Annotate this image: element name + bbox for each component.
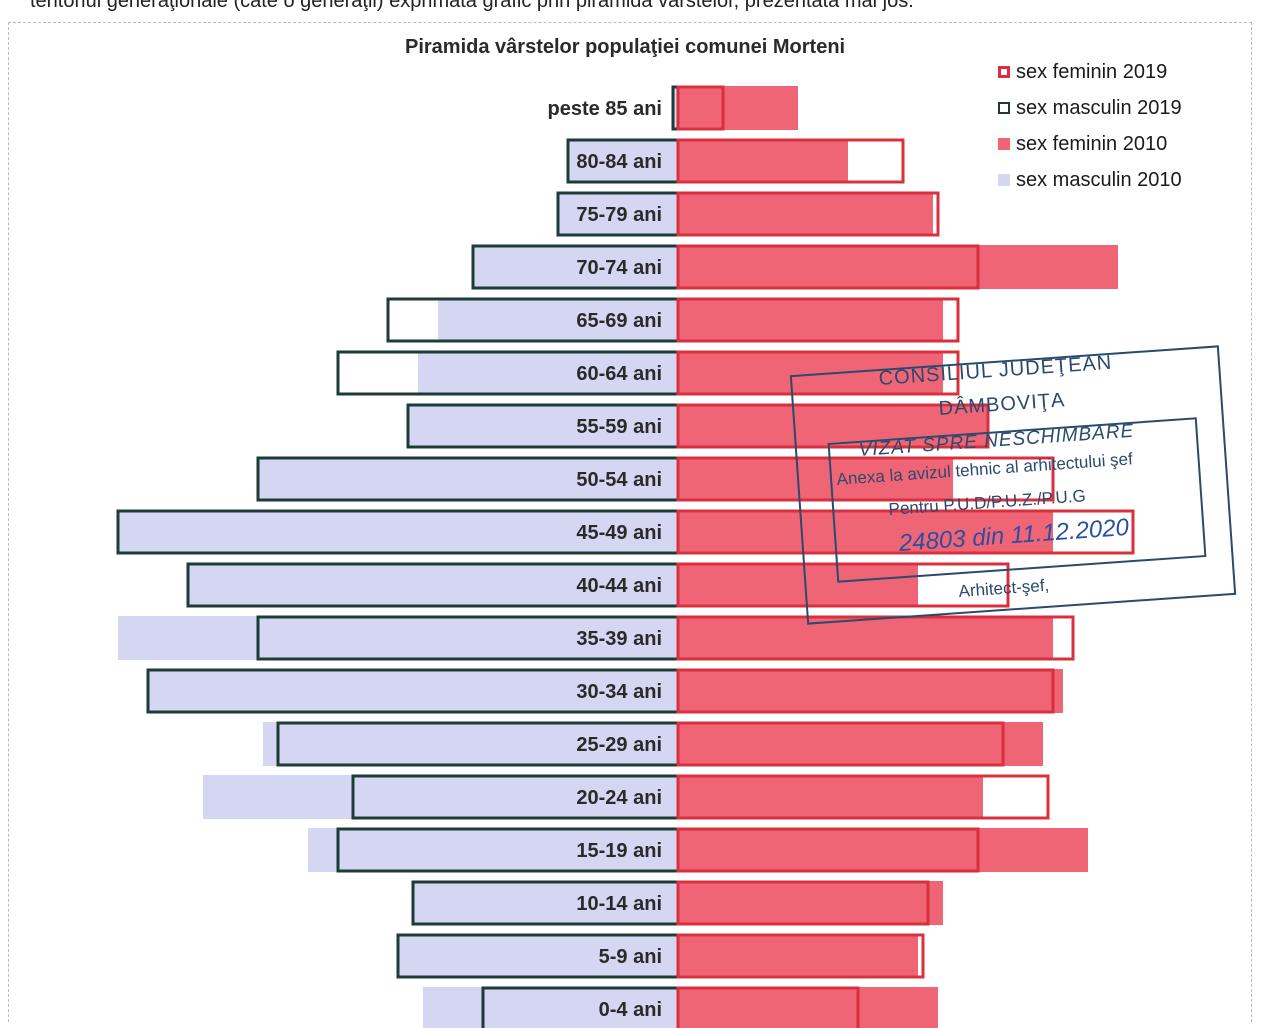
bar-female-2010 [678, 669, 1063, 713]
bar-female-2019 [676, 85, 725, 131]
bar-female-2019 [676, 562, 1010, 608]
bar-male-2010 [148, 669, 678, 713]
bar-male-2010 [118, 510, 678, 554]
bar-female-2010 [678, 616, 1053, 660]
age-group-label: 15-19 ani [576, 840, 662, 862]
legend-swatch-female-2010 [998, 138, 1010, 150]
bar-female-2010 [678, 139, 848, 183]
bar-female-2010 [678, 457, 953, 501]
bar-female-2010 [678, 563, 918, 607]
bar-female-2010 [678, 298, 943, 342]
bar-male-2010 [418, 351, 678, 395]
bar-male-2010 [118, 616, 678, 660]
legend-swatch-male-2019 [998, 102, 1010, 114]
bar-male-2010 [188, 563, 678, 607]
bar-male-2010 [408, 404, 678, 448]
legend-label-female-2019: sex feminin 2019 [1016, 60, 1168, 83]
bar-male-2010 [258, 457, 678, 501]
age-group-label: 40-44 ani [576, 575, 662, 597]
age-group-label: 50-54 ani [576, 469, 662, 491]
legend-item-male-2019: sex masculin 2019 [998, 90, 1182, 126]
legend-swatch-male-2010 [998, 174, 1010, 186]
bar-male-2010 [423, 987, 678, 1028]
bar-female-2019 [676, 827, 980, 873]
age-group-label: 5-9 ani [599, 946, 662, 968]
bar-female-2010 [678, 775, 983, 819]
bar-female-2010 [678, 245, 1118, 289]
bar-female-2010 [678, 722, 1043, 766]
bar-female-2019 [676, 880, 930, 926]
bar-male-2010 [203, 775, 678, 819]
bar-male-2010 [438, 298, 678, 342]
legend-item-male-2010: sex masculin 2010 [998, 162, 1182, 198]
bar-male-2010 [308, 828, 678, 872]
bar-female-2019 [676, 509, 1135, 555]
bar-female-2010 [678, 987, 938, 1028]
legend-label-female-2010: sex feminin 2010 [1016, 132, 1168, 155]
bar-female-2010 [678, 86, 798, 130]
bar-female-2010 [678, 934, 918, 978]
chart-title: Piramida vârstelor populaţiei comunei Mo… [405, 36, 846, 58]
bar-male-2010 [263, 722, 678, 766]
bar-female-2019 [676, 244, 980, 290]
bar-female-2019 [676, 774, 1050, 820]
age-group-label: 20-24 ani [576, 787, 662, 809]
age-group-label: 30-34 ani [576, 681, 662, 703]
age-group-label: 25-29 ani [576, 734, 662, 756]
bar-female-2019 [676, 668, 1055, 714]
age-group-label: 70-74 ani [576, 257, 662, 279]
bar-male-2010 [558, 192, 678, 236]
legend-label-male-2019: sex masculin 2019 [1016, 96, 1182, 119]
bar-male-2010 [673, 86, 678, 130]
legend-item-female-2010: sex feminin 2010 [998, 126, 1182, 162]
bar-female-2019 [676, 138, 905, 184]
age-group-label: 65-69 ani [576, 310, 662, 332]
bar-female-2019 [676, 721, 1005, 767]
bar-male-2010 [473, 245, 678, 289]
bar-female-2010 [678, 881, 943, 925]
age-group-label: 45-49 ani [576, 522, 662, 544]
bar-female-2010 [678, 192, 933, 236]
bar-female-2010 [678, 351, 943, 395]
bar-female-2019 [676, 350, 960, 396]
age-group-label: peste 85 ani [547, 98, 662, 120]
bar-female-2019 [676, 191, 940, 237]
bar-male-2010 [413, 881, 678, 925]
bar-female-2019 [676, 615, 1075, 661]
bar-female-2019 [676, 403, 990, 449]
bar-female-2019 [676, 297, 960, 343]
age-group-label: 75-79 ani [576, 204, 662, 226]
bar-female-2010 [678, 404, 988, 448]
bar-male-2010 [568, 139, 678, 183]
bar-female-2019 [676, 933, 925, 979]
age-group-label: 55-59 ani [576, 416, 662, 438]
age-group-label: 80-84 ani [576, 151, 662, 173]
page-caption: teritoriul generaţionale (câte o generaţ… [30, 0, 914, 12]
legend-label-male-2010: sex masculin 2010 [1016, 168, 1182, 191]
bar-female-2019 [676, 986, 860, 1028]
legend-item-female-2019: sex feminin 2019 [998, 54, 1182, 90]
age-group-label: 60-64 ani [576, 363, 662, 385]
age-group-label: 10-14 ani [576, 893, 662, 915]
bar-male-2010 [398, 934, 678, 978]
bar-female-2010 [678, 510, 1053, 554]
age-group-label: 0-4 ani [599, 999, 662, 1021]
legend-swatch-female-2019 [998, 66, 1010, 78]
bar-female-2019 [676, 456, 1055, 502]
age-group-label: 35-39 ani [576, 628, 662, 650]
bar-female-2010 [678, 828, 1088, 872]
chart-legend: sex feminin 2019 sex masculin 2019 sex f… [998, 54, 1182, 198]
